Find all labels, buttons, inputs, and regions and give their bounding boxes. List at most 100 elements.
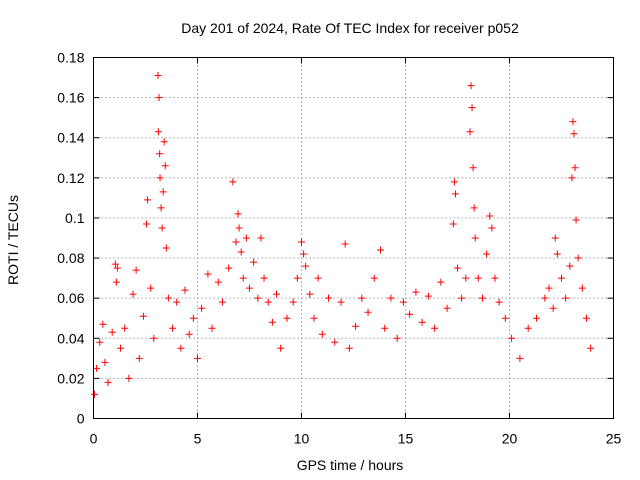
data-point xyxy=(516,354,524,362)
data-point xyxy=(204,270,212,278)
y-axis-label: ROTI / TECUs xyxy=(5,195,21,285)
data-point xyxy=(468,104,476,112)
data-point xyxy=(387,294,395,302)
data-point xyxy=(462,274,470,282)
data-point xyxy=(471,234,479,242)
data-point xyxy=(159,188,167,196)
data-point xyxy=(173,298,181,306)
data-point xyxy=(469,164,477,172)
data-point xyxy=(96,338,104,346)
data-point xyxy=(111,260,119,268)
data-point xyxy=(125,374,133,382)
x-tick-label: 15 xyxy=(398,431,414,447)
data-point xyxy=(418,318,426,326)
data-point xyxy=(121,324,129,332)
data-point xyxy=(399,298,407,306)
data-point xyxy=(232,238,240,246)
y-tick-label: 0.02 xyxy=(57,370,84,386)
chart-title: Day 201 of 2024, Rate Of TEC Index for r… xyxy=(181,20,519,36)
data-point xyxy=(572,216,580,224)
y-tick-label: 0.12 xyxy=(57,170,84,186)
data-point xyxy=(160,138,168,146)
data-point xyxy=(551,234,559,242)
data-point xyxy=(495,298,503,306)
data-point xyxy=(450,178,458,186)
data-point xyxy=(381,324,389,332)
x-tick-label: 0 xyxy=(90,431,98,447)
y-tick-label: 0.04 xyxy=(57,330,84,346)
data-point xyxy=(91,390,99,398)
data-point xyxy=(139,312,147,320)
y-tick-label: 0.08 xyxy=(57,250,84,266)
data-point xyxy=(229,178,237,186)
data-point xyxy=(483,250,491,258)
data-point xyxy=(237,248,245,256)
data-point xyxy=(431,324,439,332)
data-point xyxy=(449,220,457,228)
data-point xyxy=(578,284,586,292)
data-point xyxy=(162,244,170,252)
data-point xyxy=(302,262,310,270)
data-point xyxy=(569,118,577,126)
series-roti xyxy=(91,72,595,398)
data-point xyxy=(437,278,445,286)
data-point xyxy=(412,288,420,296)
data-point xyxy=(158,224,166,232)
data-point xyxy=(562,294,570,302)
data-point xyxy=(345,344,353,352)
data-point xyxy=(164,294,172,302)
data-point xyxy=(273,290,281,298)
data-point xyxy=(239,274,247,282)
grid xyxy=(93,57,614,419)
data-point xyxy=(104,378,112,386)
y-tick-label: 0.18 xyxy=(57,50,84,66)
data-point xyxy=(541,294,549,302)
data-point xyxy=(325,294,333,302)
data-point xyxy=(208,324,216,332)
y-tick-label: 0 xyxy=(77,411,85,427)
data-point xyxy=(155,94,163,102)
data-point xyxy=(112,278,120,286)
data-point xyxy=(99,320,107,328)
data-point xyxy=(337,298,345,306)
data-point xyxy=(135,354,143,362)
data-point xyxy=(571,164,579,172)
data-point xyxy=(156,150,164,158)
data-point xyxy=(150,334,158,342)
data-point xyxy=(234,210,242,218)
data-point xyxy=(553,250,561,258)
data-point xyxy=(108,328,116,336)
data-point xyxy=(352,322,360,330)
data-point xyxy=(277,344,285,352)
data-point xyxy=(264,298,272,306)
data-point xyxy=(143,220,151,228)
axes-frame xyxy=(93,57,614,419)
data-point xyxy=(298,238,305,246)
x-tick-label: 20 xyxy=(502,431,518,447)
data-point xyxy=(300,250,308,258)
y-tick-label: 0.14 xyxy=(57,130,84,146)
data-point xyxy=(257,234,265,242)
data-point xyxy=(451,190,459,198)
data-point xyxy=(549,304,557,312)
data-point xyxy=(113,264,121,272)
data-point xyxy=(393,334,401,342)
y-ticks: 0 0.02 0.04 0.06 0.08 0.1 0.12 0.14 0.16 0.18 xyxy=(57,50,614,427)
data-point xyxy=(198,304,206,312)
data-point xyxy=(268,318,276,326)
data-point xyxy=(189,314,197,322)
data-point xyxy=(458,294,466,302)
data-point xyxy=(161,162,169,170)
data-point xyxy=(486,212,494,220)
data-point xyxy=(117,344,125,352)
data-point xyxy=(533,314,541,322)
data-point xyxy=(185,330,193,338)
data-point xyxy=(214,278,222,286)
x-axis-label: GPS time / hours xyxy=(297,457,404,473)
x-ticks: 0 5 10 15 20 25 xyxy=(90,57,622,447)
x-tick-label: 25 xyxy=(606,431,622,447)
data-point xyxy=(225,264,233,272)
data-point xyxy=(568,174,576,182)
data-point xyxy=(147,284,155,292)
data-point xyxy=(132,266,140,274)
